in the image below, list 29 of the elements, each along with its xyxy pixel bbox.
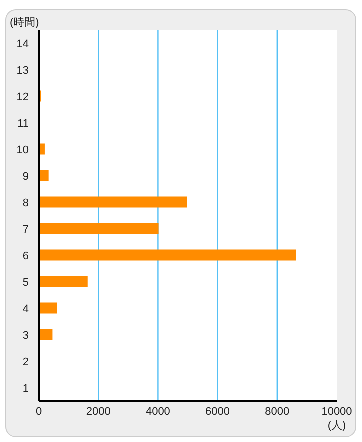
- y-tick-label: 4: [22, 303, 29, 316]
- y-tick-label: 6: [22, 250, 29, 262]
- bar: [39, 276, 88, 288]
- x-tick-label: 4000: [146, 406, 170, 418]
- bar: [39, 223, 159, 234]
- y-tick-label: 10: [16, 144, 29, 156]
- y-axis-title: (時間): [10, 16, 40, 29]
- y-tick-label: 2: [22, 356, 29, 368]
- y-tick-label: 13: [16, 64, 29, 77]
- bar: [39, 302, 58, 314]
- x-tick-label: 10000: [322, 406, 352, 418]
- y-tick-label: 3: [22, 330, 29, 342]
- bar: [39, 250, 296, 261]
- x-tick-label: 8000: [265, 406, 290, 418]
- y-tick-label: 11: [18, 118, 29, 130]
- x-tick-label: 0: [36, 406, 42, 418]
- y-tick-label: 14: [16, 38, 29, 50]
- y-tick-label: 12: [16, 91, 29, 104]
- x-tick-label: 6000: [206, 406, 230, 418]
- y-tick-label: 5: [22, 276, 29, 289]
- x-tick-label: 2000: [86, 406, 111, 418]
- y-tick-label: 7: [22, 224, 29, 236]
- y-tick-label: 1: [22, 382, 29, 395]
- x-axis-title: (人): [328, 420, 346, 432]
- y-tick-label: 8: [22, 197, 29, 210]
- bar: [39, 329, 53, 340]
- y-tick-label: 9: [22, 170, 29, 183]
- bar: [39, 196, 188, 208]
- bar: [39, 170, 49, 182]
